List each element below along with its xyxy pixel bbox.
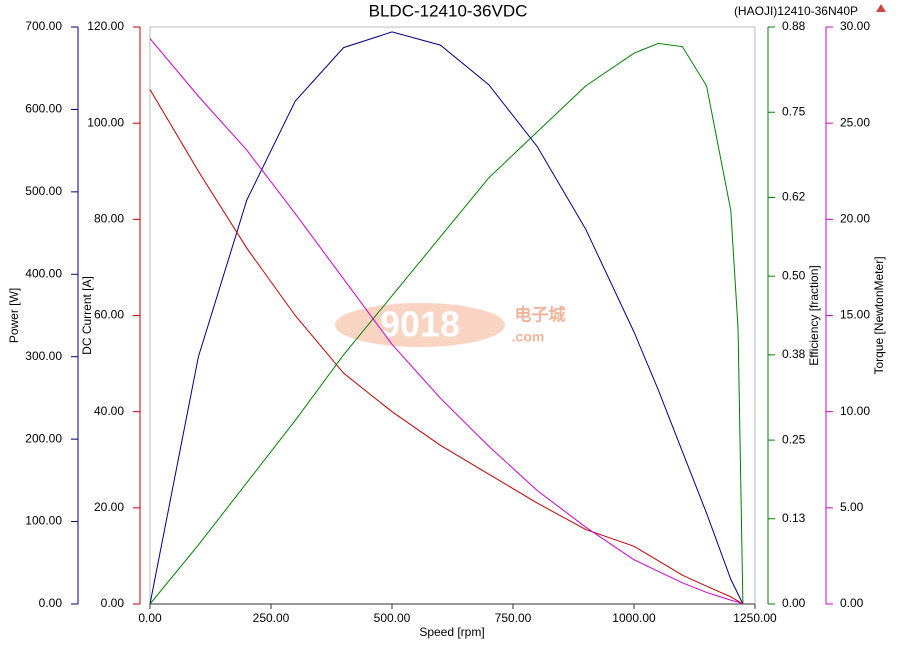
y-tick-label: 0.00 bbox=[782, 596, 806, 610]
y-tick-label: 10.00 bbox=[840, 404, 870, 418]
y-axis-title: DC Current [A] bbox=[80, 276, 94, 355]
y-tick-label: 200.00 bbox=[25, 431, 62, 445]
y-tick-label: 30.00 bbox=[840, 19, 870, 33]
y-axis-title: Power [W] bbox=[7, 288, 21, 343]
watermark: 9018 电子城 .com bbox=[335, 303, 566, 347]
y-tick-label: 5.00 bbox=[840, 500, 864, 514]
corner-icon bbox=[876, 4, 886, 12]
y-tick-label: 15.00 bbox=[840, 308, 870, 322]
y-tick-label: 400.00 bbox=[25, 266, 62, 280]
y-axis-title: Efficiency [fraction] bbox=[807, 265, 821, 366]
y-tick-label: 0.38 bbox=[782, 347, 806, 361]
series-line bbox=[149, 89, 744, 605]
watermark-text: 9018 bbox=[380, 304, 460, 345]
y-tick-label: 40.00 bbox=[94, 404, 124, 418]
y-tick-label: 0.13 bbox=[782, 511, 806, 525]
y-tick-label: 500.00 bbox=[25, 184, 62, 198]
y-tick-label: 700.00 bbox=[25, 19, 62, 33]
watermark-text: 电子城 bbox=[515, 304, 566, 324]
y-tick-label: 120.00 bbox=[87, 19, 124, 33]
x-axis-title: Speed [rpm] bbox=[419, 625, 484, 639]
y-tick-label: 0.50 bbox=[782, 268, 806, 282]
y-tick-label: 0.62 bbox=[782, 190, 806, 204]
x-tick-label: 250.00 bbox=[253, 611, 290, 625]
series-line bbox=[149, 38, 744, 605]
x-tick-label: 500.00 bbox=[374, 611, 411, 625]
y-axis-title: Torque [NewtonMeter] bbox=[872, 256, 886, 374]
y-tick-label: 25.00 bbox=[840, 115, 870, 129]
y-tick-label: 100.00 bbox=[87, 115, 124, 129]
y-tick-label: 60.00 bbox=[94, 308, 124, 322]
y-tick-label: 0.25 bbox=[782, 432, 806, 446]
x-tick-label: 1250.00 bbox=[733, 611, 777, 625]
watermark-text: .com bbox=[512, 329, 545, 345]
x-tick-label: 0.00 bbox=[138, 611, 162, 625]
y-tick-label: 20.00 bbox=[840, 212, 870, 226]
y-tick-label: 100.00 bbox=[25, 514, 62, 528]
y-tick-label: 600.00 bbox=[25, 102, 62, 116]
x-tick-label: 750.00 bbox=[495, 611, 532, 625]
y-tick-label: 0.00 bbox=[840, 596, 864, 610]
series-line bbox=[149, 42, 744, 605]
chart-title: BLDC-12410-36VDC bbox=[369, 1, 528, 20]
y-tick-label: 80.00 bbox=[94, 212, 124, 226]
series-line bbox=[149, 31, 744, 605]
chart-subtitle: (HAOJI)12410-36N40P bbox=[734, 4, 858, 18]
x-tick-label: 1000.00 bbox=[612, 611, 656, 625]
y-tick-label: 0.75 bbox=[782, 104, 806, 118]
y-tick-label: 20.00 bbox=[94, 500, 124, 514]
y-tick-label: 0.00 bbox=[101, 596, 125, 610]
y-tick-label: 0.88 bbox=[782, 19, 806, 33]
y-tick-label: 0.00 bbox=[39, 596, 63, 610]
y-tick-label: 300.00 bbox=[25, 349, 62, 363]
